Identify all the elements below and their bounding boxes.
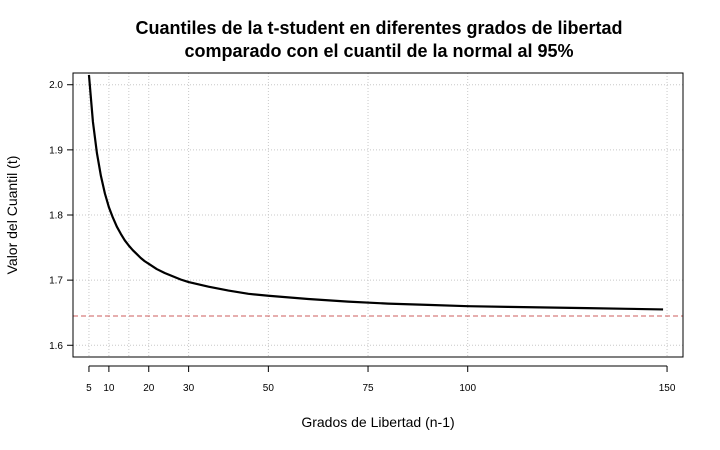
t-quantile-curve [87,74,664,311]
x-tick-label: 30 [183,383,195,394]
x-tick-label: 20 [143,383,155,394]
x-tick-label: 75 [362,383,374,394]
y-tick-label: 1.9 [49,145,63,156]
y-tick-label: 1.7 [49,276,63,287]
y-axis: 1.6 1.7 1.8 1.9 2.0 [49,80,73,352]
x-axis-label: Grados de Libertad (n-1) [301,414,454,430]
grid-lines [73,73,683,357]
x-axis: 5 10 20 30 50 75 100 150 [86,365,676,394]
y-axis-label: Valor del Cuantil (t) [4,156,20,275]
x-tick-label: 150 [659,383,676,394]
x-tick-label: 50 [263,383,275,394]
plot-frame [72,72,684,358]
x-tick-label: 5 [86,383,92,394]
data-series [87,74,664,311]
x-tick-label: 100 [459,383,476,394]
x-tick-label: 10 [103,383,115,394]
chart-title-line-1: Cuantiles de la t-student en diferentes … [135,18,622,38]
y-tick-label: 1.8 [49,211,63,222]
chart-title-line-2: comparado con el cuantil de la normal al… [184,41,573,61]
y-tick-label: 1.6 [49,341,63,352]
y-tick-label: 2.0 [49,80,63,91]
